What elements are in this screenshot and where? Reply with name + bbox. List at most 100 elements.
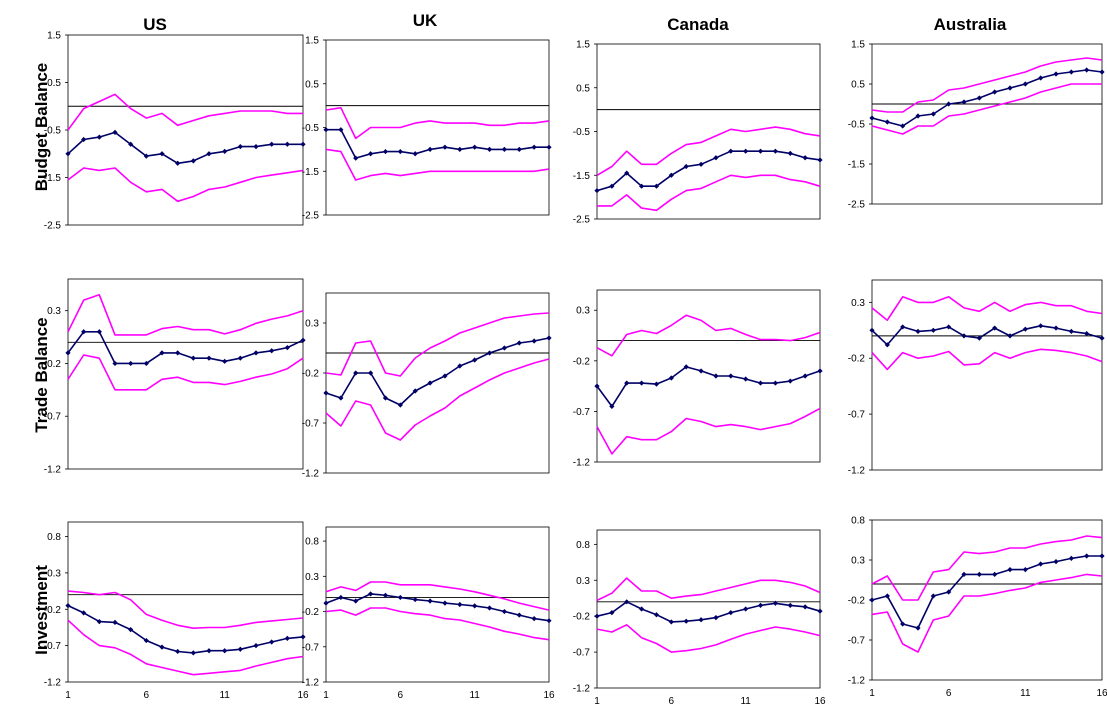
panel-us-budget-balance-ytick-label: -0.5	[44, 126, 62, 137]
panel-australia-budget-balance-lower-line	[871, 83, 1102, 135]
panel-uk-budget-balance-estimate-point	[442, 144, 448, 150]
panel-us-investment-estimate-point	[96, 619, 102, 625]
panel-us-budget-balance-ytick-label: -2.5	[44, 221, 62, 232]
panel-canada-budget-balance: -2.5 -1.5 -0.5 0.5 1.5	[573, 40, 823, 226]
panel-canada-investment-estimate-point	[698, 617, 704, 623]
panel-uk-budget-balance-estimate-point	[353, 155, 359, 161]
panel-canada-investment-frame	[596, 529, 821, 689]
panel-australia-investment-estimate-point	[930, 593, 936, 599]
panel-australia-budget-balance-estimate-point	[946, 101, 952, 107]
panel-uk-budget-balance-ytick-label: -2.5	[302, 211, 320, 222]
panel-canada-budget-balance-ytick-label: 1.5	[576, 40, 590, 51]
panel-us-investment-xtick-label: 16	[297, 690, 309, 701]
panel-canada-investment-estimate-point	[653, 612, 660, 618]
panel-uk-trade-balance-upper-line	[325, 312, 550, 377]
panel-australia-investment-upper-line	[871, 535, 1103, 601]
panel-canada-trade-balance-estimate-point	[624, 380, 630, 386]
panel-uk-budget-balance-estimate-point	[338, 127, 344, 133]
panel-us-investment-ytick-label: -1.2	[44, 678, 62, 689]
panel-uk-trade-balance-estimate-point	[397, 402, 403, 408]
column-title-canada: Canada	[667, 15, 729, 34]
panel-uk-investment-frame	[325, 526, 550, 683]
panel-canada-investment-ytick-label: 0.8	[576, 540, 590, 551]
panel-uk-investment-estimate-point	[501, 608, 507, 615]
panel-australia-budget-balance-estimate-point	[1007, 85, 1013, 91]
panel-australia-budget-balance-estimate-point	[1084, 67, 1090, 73]
panel-uk-budget-balance-estimate-point	[397, 148, 403, 155]
panel-canada-trade-balance-estimate-point	[683, 364, 689, 370]
panel-us-investment-estimate-point	[253, 643, 259, 649]
column-title-uk: UK	[413, 11, 438, 30]
panel-us-trade-balance-estimate-point	[222, 358, 228, 364]
panel-canada-investment-lower-line	[596, 623, 821, 653]
panel-australia-trade-balance-estimate-line	[871, 324, 1103, 346]
panel-uk-trade-balance-estimate-point	[472, 357, 478, 363]
panel-australia-trade-balance-estimate-point	[1038, 323, 1044, 329]
panel-us-budget-balance-ytick-label: -1.5	[44, 173, 62, 184]
panel-uk-budget-balance-ytick-label: 0.5	[305, 79, 319, 90]
panel-australia-investment-estimate-point	[946, 589, 952, 595]
panel-us-budget-balance-estimate-point	[284, 141, 290, 147]
panel-canada-investment-estimate-point	[728, 609, 734, 616]
panel-australia-trade-balance-frame	[871, 279, 1103, 471]
panel-canada-trade-balance-estimate-point	[787, 378, 793, 384]
panel-us-budget-balance-estimate-point	[253, 144, 259, 150]
panel-us-trade-balance-estimate-point	[143, 360, 149, 367]
panel-us-investment-xtick-label: 6	[144, 690, 150, 701]
panel-uk-trade-balance-estimate-point	[501, 345, 507, 351]
panel-us-investment-ytick-label: 0.8	[47, 532, 61, 543]
panel-australia-trade-balance-ytick-label: -0.2	[848, 354, 866, 365]
row-label-investment: Investment	[32, 565, 51, 655]
panel-uk-investment-lower-line	[325, 607, 550, 641]
panel-canada-trade-balance-estimate-point	[653, 381, 660, 387]
panel-uk-budget-balance-estimate-point	[457, 146, 463, 152]
panel-australia-trade-balance-estimate-point	[946, 324, 952, 330]
panel-uk-budget-balance-estimate-point	[323, 127, 329, 133]
panel-uk-investment-xtick-label: 1	[323, 690, 329, 701]
panel-uk-investment-estimate-point	[353, 598, 359, 604]
panel-us-trade-balance-estimate-point	[300, 337, 306, 343]
panel-us-trade-balance-estimate-point	[253, 350, 259, 356]
panel-canada-trade-balance-estimate-point	[639, 380, 645, 386]
panel-canada-budget-balance-estimate-point	[624, 170, 630, 176]
panel-canada-investment-estimate-point	[817, 608, 823, 614]
panel-us-budget-balance-estimate-point	[206, 151, 212, 157]
panel-uk-trade-balance-estimate-point	[323, 390, 329, 396]
panel-australia-investment-ytick-label: -1.2	[848, 676, 866, 687]
panel-us-investment-estimate-point	[159, 644, 165, 650]
panel-us-trade-balance-lower-line	[67, 354, 304, 391]
panel-uk-trade-balance-estimate-point	[442, 373, 448, 379]
panel-australia-budget-balance-estimate-point	[915, 113, 921, 119]
panel-uk-investment-estimate-point	[546, 618, 552, 624]
panel-australia-investment: -1.2-0.7-0.20.30.81 6 11 16	[848, 516, 1107, 700]
panel-canada-trade-balance-estimate-point	[713, 373, 719, 379]
panel-australia-budget-balance-estimate-point	[992, 89, 998, 95]
panel-canada-investment-estimate-point	[609, 609, 615, 616]
panel-us-investment-estimate-point	[65, 603, 71, 609]
panel-us-trade-balance-estimate-line	[67, 330, 304, 365]
panel-uk-investment-estimate-point	[472, 603, 478, 609]
panel-australia-trade-balance-estimate-point	[1068, 328, 1074, 335]
panel-canada-budget-balance-ytick-label: -2.5	[573, 215, 591, 226]
panel-australia-trade-balance-estimate-point	[992, 325, 998, 331]
panel-us-budget-balance-estimate-point	[159, 151, 165, 157]
panel-uk-investment-estimate-point	[427, 598, 433, 604]
panel-australia-budget-balance-estimate-point	[1068, 69, 1074, 75]
panel-uk-trade-balance-ytick-label: -0.2	[302, 369, 320, 380]
panel-uk-trade-balance-lower-line	[325, 358, 550, 441]
panel-uk-budget-balance-estimate-point	[368, 151, 374, 157]
panel-uk-investment-estimate-point	[486, 605, 493, 611]
panel-us-trade-balance: -1.2 -0.7 -0.2 0.3	[44, 278, 306, 476]
panel-australia-investment-ytick-label: 0.8	[851, 516, 865, 527]
panel-uk-budget-balance-estimate-line	[326, 128, 549, 159]
panel-uk-budget-balance-estimate-point	[486, 146, 493, 152]
panel-uk-trade-balance-estimate-point	[516, 340, 522, 346]
panel-us-trade-balance-estimate-point	[96, 329, 102, 335]
panel-canada-investment: -1.2-0.7-0.20.30.81 6 11 16	[573, 529, 826, 707]
panel-uk-investment-estimate-point	[531, 615, 537, 622]
panel-australia-trade-balance-estimate-point	[915, 328, 921, 335]
panel-us-investment-ytick-label: -0.7	[44, 641, 62, 652]
panel-canada-budget-balance-estimate-point	[787, 150, 793, 156]
panel-canada-investment-xtick-label: 16	[814, 696, 826, 707]
